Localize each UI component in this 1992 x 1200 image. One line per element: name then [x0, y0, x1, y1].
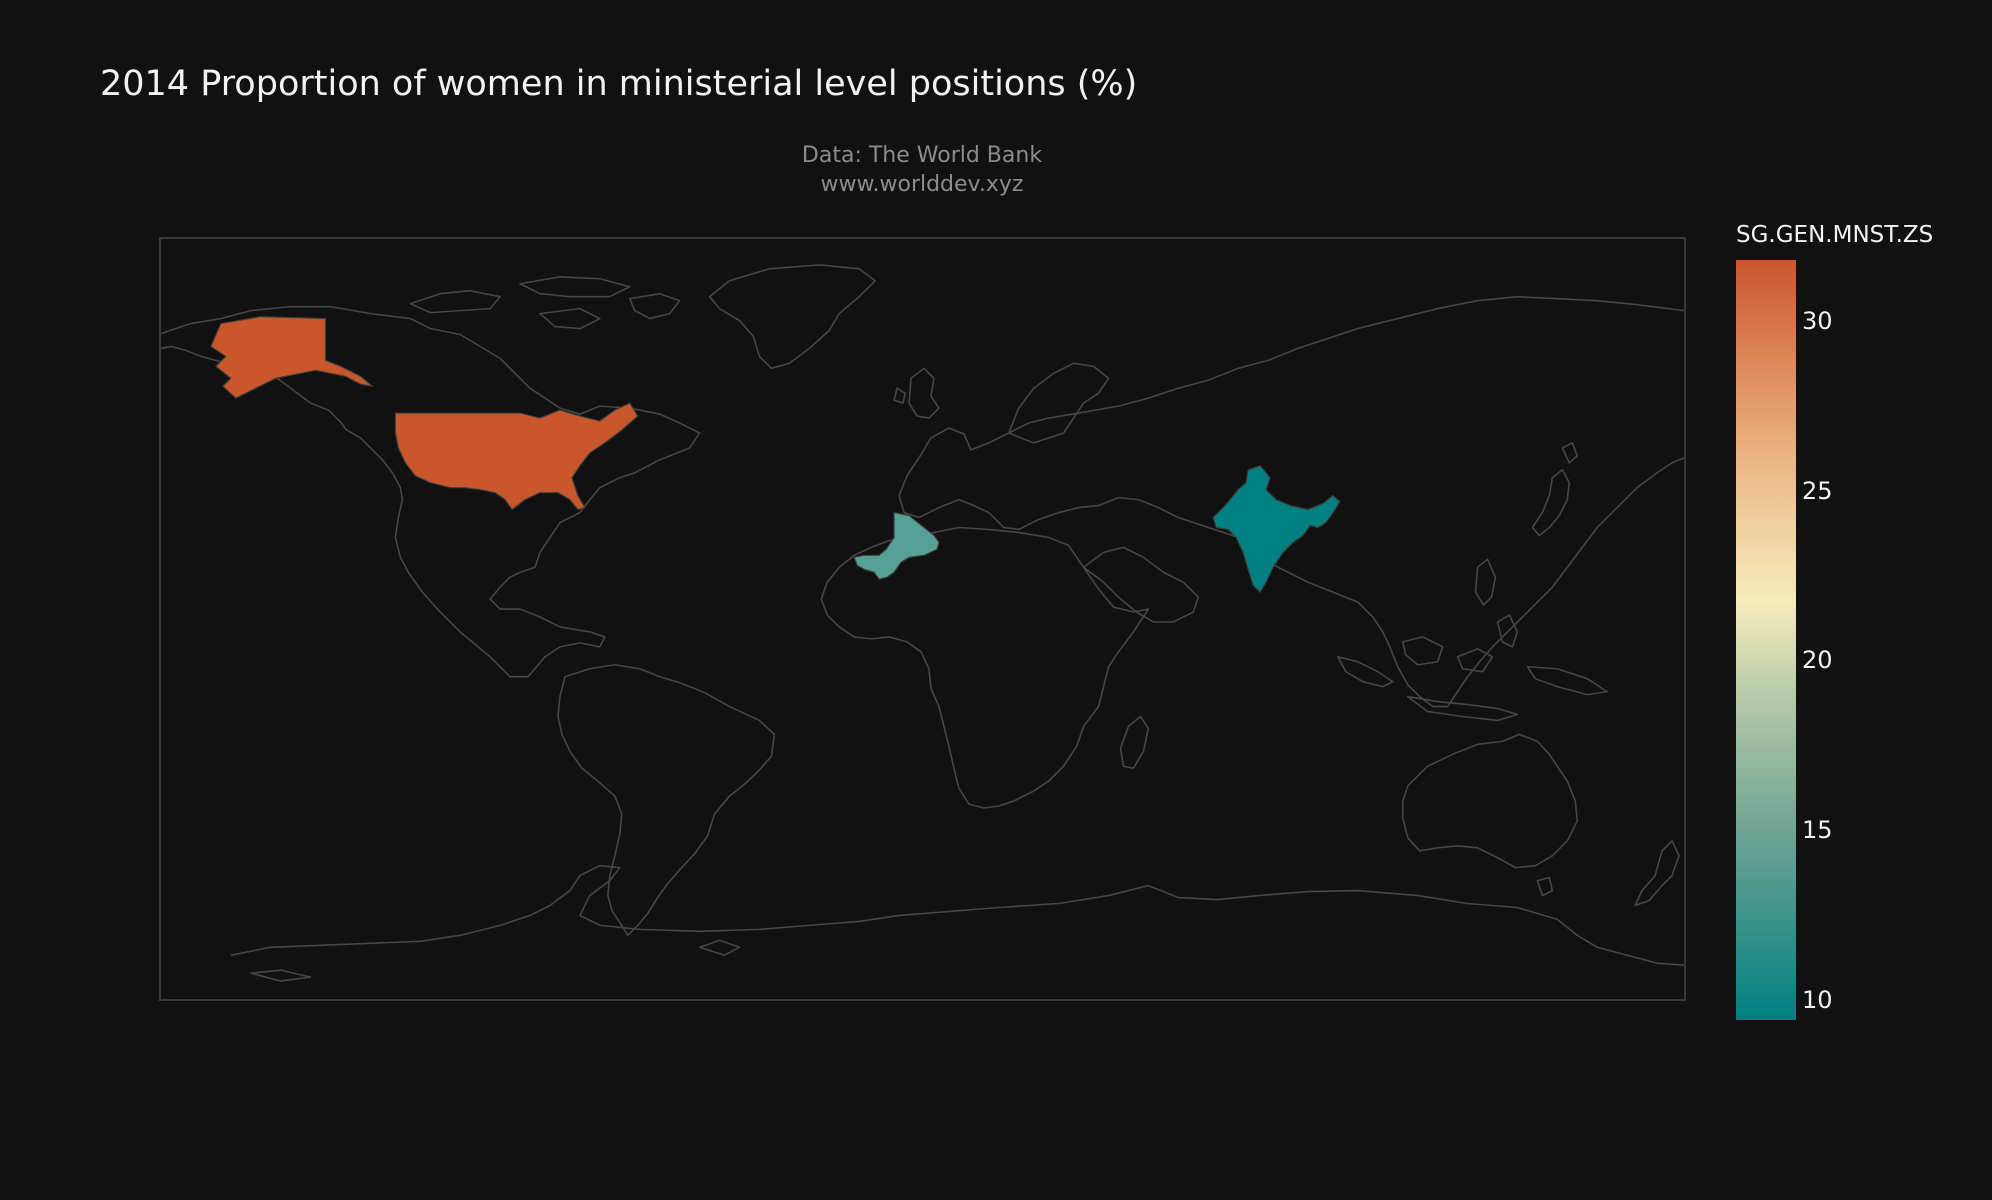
arctic-islands-coastline [409, 276, 681, 330]
colorbar-tick-20: 20 [1802, 646, 1833, 675]
antarctica-coastline [230, 864, 1684, 966]
map-frame[interactable] [159, 237, 1686, 1001]
coastlines [161, 264, 1684, 982]
world-map[interactable] [161, 239, 1684, 999]
africa-coastline [820, 526, 1150, 809]
europe-coastline [918, 295, 1684, 459]
country-united-states[interactable] [210, 315, 374, 399]
europe-south-coastline [898, 457, 1179, 531]
philippines-coastline [1474, 558, 1497, 606]
chart-title: 2014 Proportion of women in ministerial … [100, 64, 1138, 104]
australia-coastline [1401, 733, 1579, 869]
country-mali[interactable] [853, 511, 940, 580]
colorbar-tick-25: 25 [1802, 476, 1833, 505]
asia-south-coastline [1178, 457, 1684, 708]
country-india[interactable] [1212, 465, 1341, 593]
colorbar-tick-30: 30 [1802, 307, 1833, 336]
colorbar-tick-10: 10 [1802, 985, 1833, 1014]
colorbar-tick-15: 15 [1802, 816, 1833, 844]
country-united-states-1[interactable] [394, 402, 639, 511]
arabia-coastline [1082, 546, 1200, 623]
south-america-coastline [557, 663, 776, 937]
scandinavia-coastline [1007, 362, 1110, 444]
colorbar [1736, 260, 1796, 1020]
madagascar-coastline [1119, 715, 1150, 770]
indonesia-coastline [1337, 614, 1608, 722]
data-source-subtitle: Data: The World Bank [801, 143, 1043, 168]
greenland-coastline [708, 264, 876, 370]
tasmania-coastline [1536, 876, 1554, 897]
website-subtitle: www.worlddev.xyz [820, 172, 1024, 197]
colorbar-title: SG.GEN.MNST.ZS [1736, 222, 1934, 248]
antarctica-islands-coastline [249, 939, 741, 982]
japan-coastline [1531, 442, 1579, 537]
uk-coastline [893, 367, 940, 419]
choropleth-countries [210, 315, 1341, 593]
new-zealand-coastline [1634, 840, 1680, 907]
north-america-coastline [161, 305, 701, 678]
